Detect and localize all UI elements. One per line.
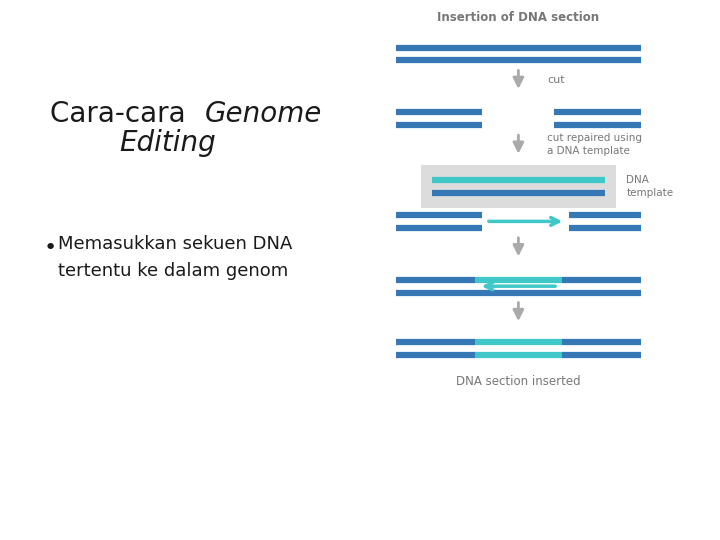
Text: Cara-cara: Cara-cara xyxy=(50,99,195,127)
Text: •: • xyxy=(43,238,56,258)
Text: DNA section inserted: DNA section inserted xyxy=(456,375,581,388)
Text: cut repaired using
a DNA template: cut repaired using a DNA template xyxy=(547,133,642,156)
Text: DNA
template: DNA template xyxy=(626,175,673,198)
Text: Genome: Genome xyxy=(205,99,323,127)
Bar xyxy=(421,165,616,208)
Text: cut: cut xyxy=(547,75,564,85)
Text: Editing: Editing xyxy=(119,129,215,157)
Text: tertentu ke dalam genom: tertentu ke dalam genom xyxy=(58,262,288,280)
Text: Insertion of DNA section: Insertion of DNA section xyxy=(437,11,600,24)
Text: Memasukkan sekuen DNA: Memasukkan sekuen DNA xyxy=(58,235,292,253)
